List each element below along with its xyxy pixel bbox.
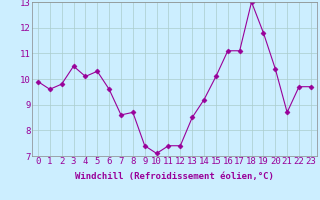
X-axis label: Windchill (Refroidissement éolien,°C): Windchill (Refroidissement éolien,°C) [75,172,274,181]
